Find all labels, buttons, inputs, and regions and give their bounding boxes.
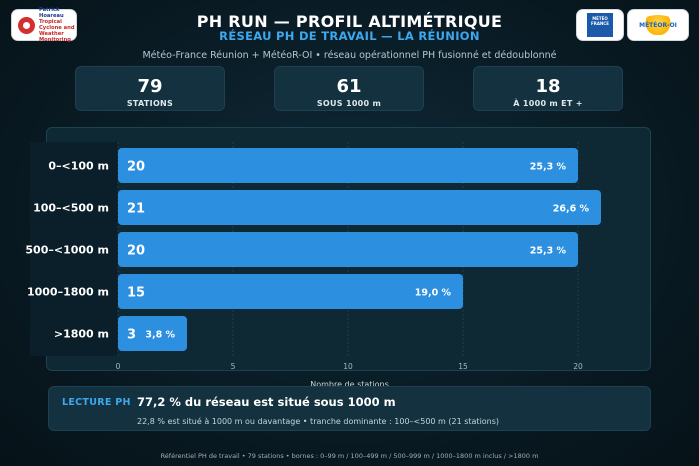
meteo-france-badge: MÉTÉO FRANCE [587,13,613,37]
kpi-card-stations: 79 STATIONS [75,66,225,111]
page-subtitle: RÉSEAU PH DE TRAVAIL — LA RÉUNION [219,29,480,43]
bar [118,316,187,351]
reading-box: LECTURE PH 77,2 % du réseau est situé so… [48,386,651,431]
x-tick-label: 10 [343,362,353,371]
category-label: 100–<500 m [33,202,109,215]
source-line: Météo-France Réunion + MétéoR-OI • résea… [142,50,557,61]
category-label: 0–<100 m [48,160,109,173]
kpi-value: 18 [535,76,561,97]
bar-percent-label: 25,3 % [530,246,567,257]
x-tick-label: 15 [458,362,468,371]
cyclone-icon [18,16,35,34]
bar [118,232,578,267]
meteo-france-logo: MÉTÉO FRANCE [577,10,623,40]
category-label-column [30,142,118,356]
x-tick-label: 20 [573,362,583,371]
bar [118,148,578,183]
bar [118,190,601,225]
kpi-label: SOUS 1000 m [316,99,382,108]
reading-tag: LECTURE PH [62,397,131,408]
mf-line-1: MÉTÉO [592,16,608,21]
bar-percent-label: 26,6 % [553,204,590,215]
kpi-card-above-1000: 18 À 1000 m ET + [473,66,623,111]
logo-text: Patrick Hoareau Tropical Cyclone and Wea… [39,7,76,43]
bar-value-label: 15 [127,286,145,301]
logo-line-2: Tropical Cyclone and [39,19,75,31]
kpi-label: STATIONS [126,99,174,108]
bar-value-label: 20 [127,160,145,175]
logo-line-1: Patrick Hoareau [39,7,64,19]
kpi-value: 79 [137,76,163,97]
reading-headline: 77,2 % du réseau est situé sous 1000 m [137,395,396,409]
reading-detail: 22,8 % est situé à 1000 m ou davantage •… [137,417,500,426]
bar-percent-label: 19,0 % [415,288,452,299]
bar-percent-label: 3,8 % [145,330,175,341]
kpi-label: À 1000 m ET + [513,99,583,108]
footer-note: Référentiel PH de travail • 79 stations … [160,452,539,460]
bar-value-label: 21 [127,202,145,217]
x-tick-label: 0 [116,362,121,371]
page-title: PH RUN — PROFIL ALTIMÉTRIQUE [196,12,503,31]
x-axis-title: Nombre de stations [310,380,389,389]
category-label: >1800 m [54,328,109,341]
kpi-card-below-1000: 61 SOUS 1000 m [274,66,424,111]
bar-value-label: 20 [127,244,145,259]
patrick-hoareau-logo: Patrick Hoareau Tropical Cyclone and Wea… [12,7,76,43]
bar [118,274,463,309]
category-label: 1000–1800 m [27,286,109,299]
logo-line-3: Weather Monitoring [39,31,71,43]
x-tick-label: 5 [231,362,236,371]
meteor-oi-badge: MÉTÉOR-OI [639,15,677,35]
mf-line-2: FRANCE [591,21,609,26]
meteor-oi-logo: MÉTÉOR-OI [628,10,688,40]
kpi-value: 61 [336,76,362,97]
bar-percent-label: 25,3 % [530,162,567,173]
category-label: 500–<1000 m [25,244,109,257]
bar-value-label: 3 [127,328,136,343]
